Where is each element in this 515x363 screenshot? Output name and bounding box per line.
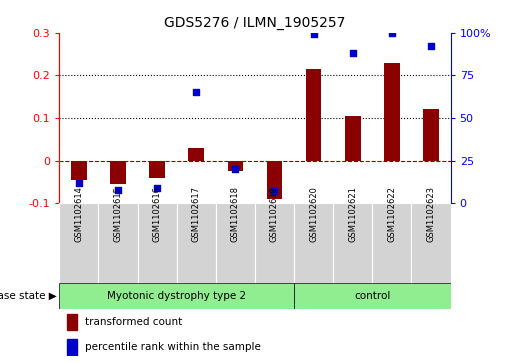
Text: percentile rank within the sample: percentile rank within the sample <box>84 342 261 352</box>
Bar <box>71 160 87 180</box>
Text: GSM1102618: GSM1102618 <box>231 185 240 242</box>
Bar <box>294 203 333 283</box>
Bar <box>59 203 98 283</box>
Text: disease state ▶: disease state ▶ <box>0 291 57 301</box>
Bar <box>59 283 294 309</box>
Text: GSM1102615: GSM1102615 <box>113 186 123 242</box>
Bar <box>423 110 439 160</box>
Bar <box>188 148 204 160</box>
Point <box>192 90 200 95</box>
Text: Myotonic dystrophy type 2: Myotonic dystrophy type 2 <box>107 291 246 301</box>
Text: GSM1102621: GSM1102621 <box>348 186 357 242</box>
Text: GSM1102616: GSM1102616 <box>152 185 162 242</box>
Bar <box>294 283 451 309</box>
Text: GSM1102623: GSM1102623 <box>426 185 436 242</box>
Bar <box>138 203 177 283</box>
Bar <box>333 203 372 283</box>
Point <box>153 185 161 191</box>
Bar <box>67 339 77 355</box>
Bar <box>110 160 126 184</box>
Title: GDS5276 / ILMN_1905257: GDS5276 / ILMN_1905257 <box>164 16 346 30</box>
Bar <box>98 203 138 283</box>
Point <box>231 166 239 172</box>
Point <box>114 187 122 192</box>
Point <box>427 44 435 49</box>
Bar <box>384 62 400 160</box>
Bar <box>177 203 216 283</box>
Bar <box>267 160 282 199</box>
Bar <box>255 203 294 283</box>
Point <box>270 188 279 194</box>
Bar <box>67 314 77 330</box>
Point <box>75 180 83 186</box>
Text: GSM1102614: GSM1102614 <box>74 186 83 242</box>
Text: GSM1102620: GSM1102620 <box>309 186 318 242</box>
Bar <box>345 116 360 160</box>
Bar <box>411 203 451 283</box>
Text: transformed count: transformed count <box>84 317 182 327</box>
Bar <box>149 160 165 178</box>
Bar <box>216 203 255 283</box>
Bar <box>372 203 411 283</box>
Bar <box>306 69 321 160</box>
Text: GSM1102617: GSM1102617 <box>192 185 201 242</box>
Text: GSM1102619: GSM1102619 <box>270 186 279 242</box>
Point <box>310 32 318 37</box>
Point <box>388 30 396 36</box>
Text: GSM1102622: GSM1102622 <box>387 186 397 242</box>
Text: control: control <box>354 291 390 301</box>
Bar <box>228 160 243 171</box>
Point <box>349 50 357 56</box>
